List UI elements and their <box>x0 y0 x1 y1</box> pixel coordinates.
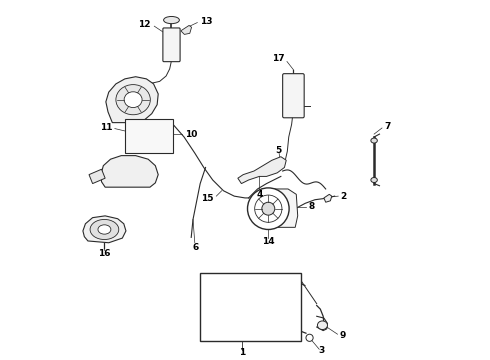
Polygon shape <box>262 189 298 227</box>
Ellipse shape <box>306 334 313 341</box>
Bar <box>125 119 173 153</box>
Text: 11: 11 <box>100 123 112 132</box>
Text: 9: 9 <box>339 332 345 341</box>
Text: 6: 6 <box>193 243 198 252</box>
Text: 12: 12 <box>138 20 151 29</box>
Ellipse shape <box>124 92 142 108</box>
Polygon shape <box>238 157 286 184</box>
Ellipse shape <box>98 225 111 234</box>
Ellipse shape <box>371 177 377 183</box>
Ellipse shape <box>90 220 119 239</box>
Text: 17: 17 <box>272 54 285 63</box>
Text: 4: 4 <box>256 190 263 199</box>
Polygon shape <box>89 169 105 184</box>
Text: 2: 2 <box>341 192 346 201</box>
Ellipse shape <box>164 17 179 24</box>
Text: 5: 5 <box>275 146 281 155</box>
Ellipse shape <box>371 138 377 143</box>
Bar <box>200 273 300 341</box>
Text: 13: 13 <box>200 17 213 26</box>
Text: 7: 7 <box>385 122 391 131</box>
Ellipse shape <box>247 188 289 229</box>
Text: 3: 3 <box>318 346 324 355</box>
Polygon shape <box>324 194 332 202</box>
Polygon shape <box>83 216 126 243</box>
Ellipse shape <box>262 202 275 215</box>
Polygon shape <box>106 77 158 123</box>
Polygon shape <box>101 156 158 187</box>
Text: 10: 10 <box>185 130 197 139</box>
Ellipse shape <box>255 195 282 222</box>
FancyBboxPatch shape <box>163 28 180 62</box>
Text: 14: 14 <box>262 237 274 246</box>
Text: 8: 8 <box>309 202 315 211</box>
Text: 1: 1 <box>239 348 245 357</box>
FancyBboxPatch shape <box>283 74 304 118</box>
Ellipse shape <box>318 321 327 329</box>
Text: 16: 16 <box>98 249 111 258</box>
Polygon shape <box>181 26 192 35</box>
Text: 15: 15 <box>201 194 214 203</box>
Ellipse shape <box>116 85 150 115</box>
